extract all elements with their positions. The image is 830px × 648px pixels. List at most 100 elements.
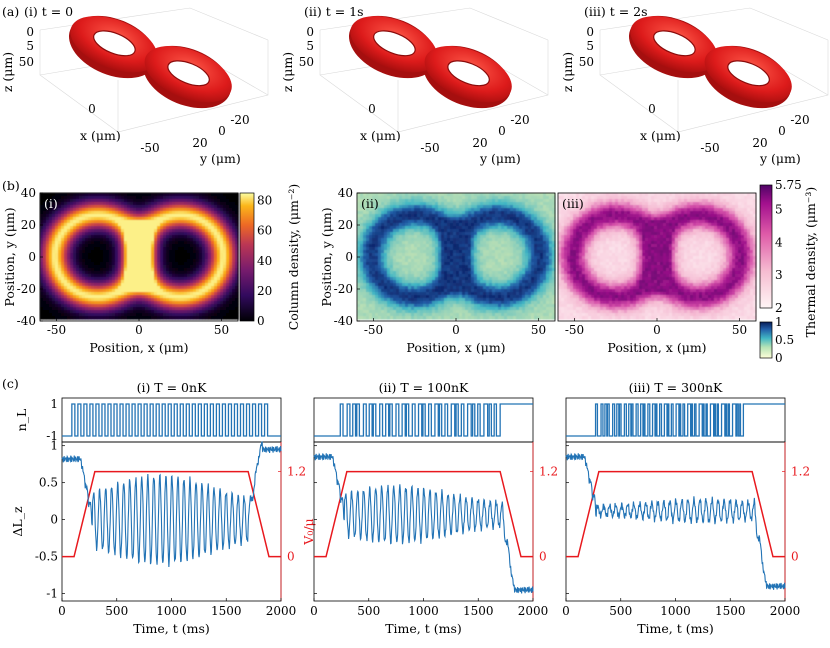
- density-pixel: [516, 241, 520, 245]
- density-pixel: [483, 253, 487, 257]
- density-pixel: [175, 313, 179, 317]
- density-pixel: [58, 277, 62, 281]
- density-pixel: [357, 229, 361, 233]
- density-pixel: [462, 247, 466, 251]
- density-pixel: [184, 217, 188, 221]
- density-pixel: [64, 196, 68, 200]
- density-pixel: [220, 298, 224, 302]
- density-pixel: [366, 199, 370, 203]
- density-pixel: [513, 241, 517, 245]
- density-pixel: [468, 238, 472, 242]
- density-pixel: [82, 196, 86, 200]
- density-pixel: [208, 265, 212, 269]
- density-pixel: [97, 199, 101, 203]
- density-pixel: [235, 316, 239, 320]
- density-pixel: [175, 205, 179, 209]
- density-pixel: [387, 265, 391, 269]
- density-pixel: [61, 238, 65, 242]
- density-pixel: [67, 244, 71, 248]
- density-pixel: [124, 286, 128, 290]
- density-pixel: [157, 274, 161, 278]
- density-pixel: [223, 289, 227, 293]
- density-pixel: [217, 211, 221, 215]
- density-pixel: [465, 217, 469, 221]
- density-pixel: [531, 199, 535, 203]
- density-pixel: [375, 208, 379, 212]
- density-pixel: [375, 265, 379, 269]
- density-pixel: [73, 316, 77, 320]
- density-pixel: [43, 238, 47, 242]
- density-pixel: [501, 217, 505, 221]
- density-pixel: [115, 256, 119, 260]
- density-pixel: [495, 232, 499, 236]
- density-pixel: [178, 247, 182, 251]
- density-pixel: [519, 280, 523, 284]
- density-pixel: [196, 277, 200, 281]
- density-pixel: [426, 229, 430, 233]
- density-pixel: [52, 259, 56, 263]
- density-pixel: [106, 247, 110, 251]
- density-pixel: [549, 253, 553, 257]
- density-pixel: [205, 217, 209, 221]
- density-pixel: [211, 259, 215, 263]
- density-pixel: [465, 232, 469, 236]
- density-pixel: [91, 247, 95, 251]
- density-pixel: [58, 286, 62, 290]
- density-pixel: [208, 298, 212, 302]
- density-pixel: [163, 289, 167, 293]
- density-pixel: [235, 229, 239, 233]
- density-pixel: [49, 211, 53, 215]
- density-pixel: [97, 196, 101, 200]
- density-pixel: [396, 265, 400, 269]
- density-pixel: [163, 313, 167, 317]
- density-pixel: [369, 262, 373, 266]
- density-pixel: [531, 262, 535, 266]
- density-pixel: [205, 295, 209, 299]
- density-pixel: [208, 277, 212, 281]
- density-pixel: [172, 247, 176, 251]
- density-pixel: [495, 283, 499, 287]
- density-pixel: [369, 220, 373, 224]
- density-pixel: [417, 220, 421, 224]
- density-pixel: [94, 229, 98, 233]
- density-pixel: [405, 256, 409, 260]
- density-pixel: [414, 250, 418, 254]
- density-pixel: [151, 271, 155, 275]
- density-pixel: [226, 268, 230, 272]
- density-pixel: [492, 241, 496, 245]
- density-pixel: [525, 223, 529, 227]
- axes-box: [599, 7, 829, 133]
- density-pixel: [549, 220, 553, 224]
- density-pixel: [405, 250, 409, 254]
- density-pixel: [229, 235, 233, 239]
- density-pixel: [184, 268, 188, 272]
- density-pixel: [211, 292, 215, 296]
- density-pixel: [109, 214, 113, 218]
- density-pixel: [184, 298, 188, 302]
- density-pixel: [429, 223, 433, 227]
- density-pixel: [73, 217, 77, 221]
- density-pixel: [423, 274, 427, 278]
- density-pixel: [187, 223, 191, 227]
- density-pixel: [229, 271, 233, 275]
- density-pixel: [190, 286, 194, 290]
- density-pixel: [61, 202, 65, 206]
- density-pixel: [145, 313, 149, 317]
- density-pixel: [498, 211, 502, 215]
- density-pixel: [43, 265, 47, 269]
- density-pixel: [486, 244, 490, 248]
- density-pixel: [196, 265, 200, 269]
- density-pixel: [136, 286, 140, 290]
- density-pixel: [64, 214, 68, 218]
- density-pixel: [375, 268, 379, 272]
- density-pixel: [145, 196, 149, 200]
- density-pixel: [199, 211, 203, 215]
- density-pixel: [235, 211, 239, 215]
- density-pixel: [402, 208, 406, 212]
- density-pixel: [525, 256, 529, 260]
- density-pixel: [157, 220, 161, 224]
- density-pixel: [214, 271, 218, 275]
- density-pixel: [124, 295, 128, 299]
- density-pixel: [528, 244, 532, 248]
- density-pixel: [154, 295, 158, 299]
